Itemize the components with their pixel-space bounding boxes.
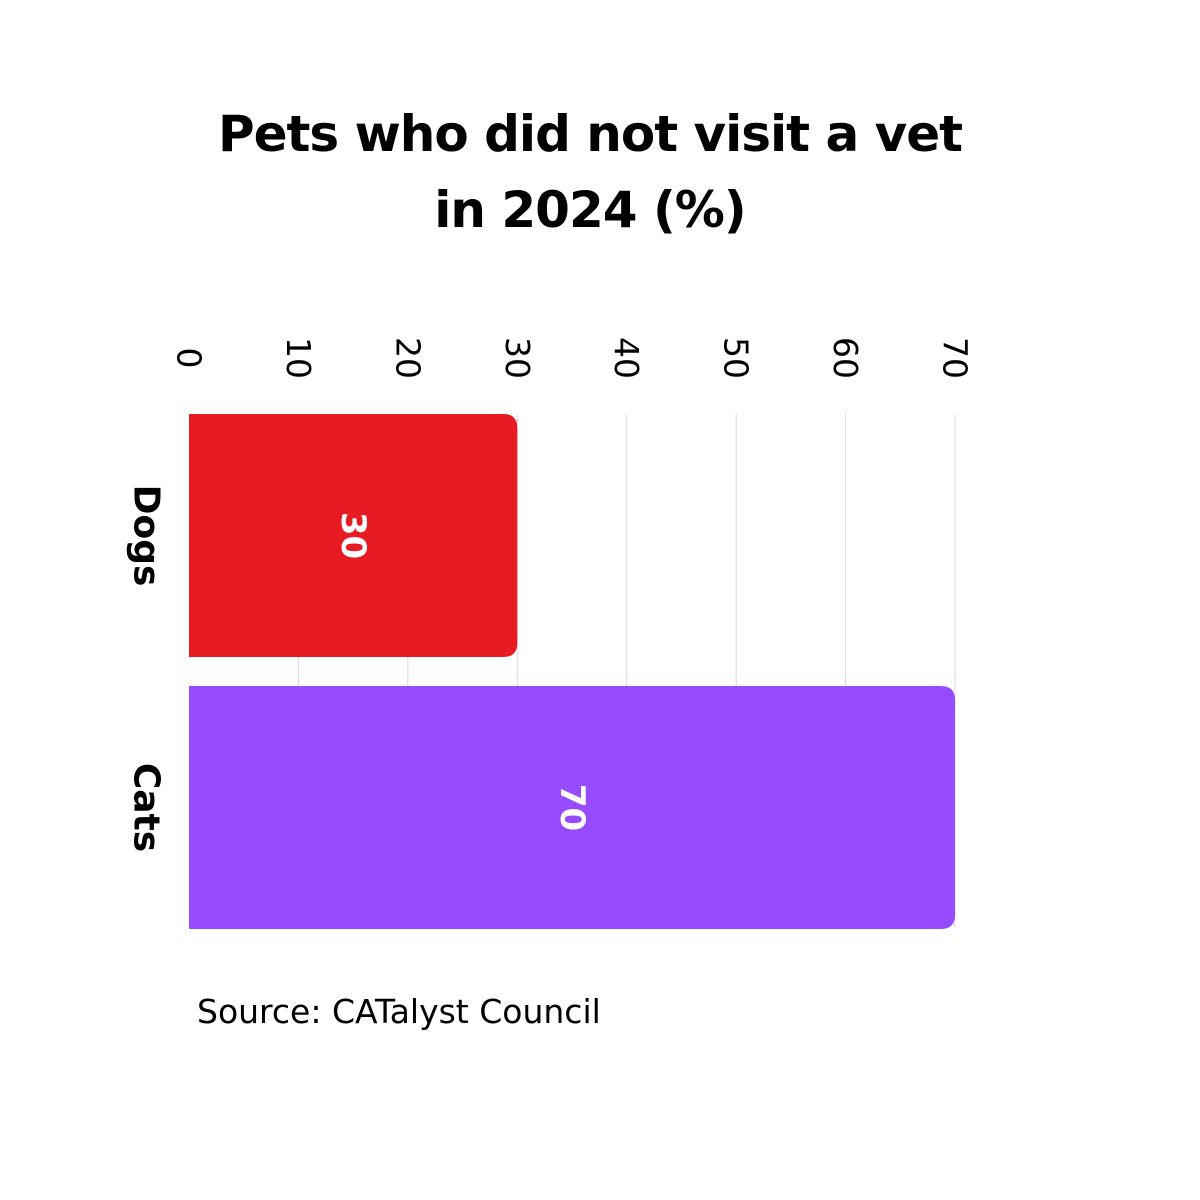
- bar-cats: [189, 686, 955, 929]
- x-tick-label-40: 40: [607, 337, 646, 379]
- data-label-cats: 70: [552, 784, 592, 831]
- chart-title: Pets who did not visit a vet in 2024 (%): [100, 96, 1080, 248]
- chart-title-line-2: in 2024 (%): [434, 181, 747, 239]
- bar-dogs: [189, 414, 518, 657]
- x-tick-label-30: 30: [498, 337, 537, 379]
- data-label-dogs: 30: [333, 512, 373, 559]
- chart-title-line-1: Pets who did not visit a vet: [217, 105, 963, 163]
- x-tick-label-10: 10: [279, 337, 318, 379]
- x-tick-label-70: 70: [936, 337, 975, 379]
- x-tick-label-20: 20: [388, 337, 427, 379]
- x-tick-label-60: 60: [826, 337, 865, 379]
- x-tick-label-50: 50: [717, 337, 756, 379]
- category-label-cats: Cats: [126, 763, 167, 852]
- source-note: Source: CATalyst Council: [197, 992, 601, 1031]
- x-tick-label-0: 0: [170, 348, 209, 369]
- category-label-dogs: Dogs: [126, 485, 167, 587]
